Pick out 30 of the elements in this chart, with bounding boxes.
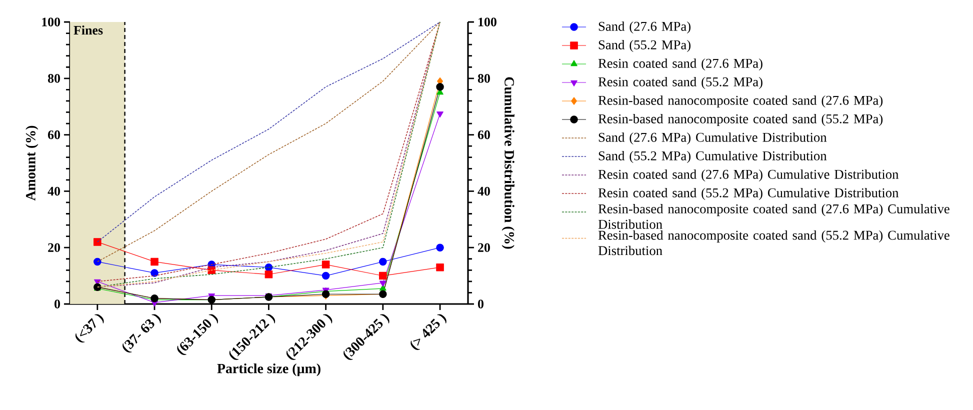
legend-label: Sand (55.2 MPa) [598, 40, 690, 52]
legend-label: Resin-based nanocomposite coated sand (55.2 MPa) [598, 114, 883, 126]
legend-label: Resin coated sand (27.6 MPa) [598, 58, 762, 71]
legend-label: Sand (27.6 MPa) [598, 21, 690, 34]
legend-label: Sand (55.2 MPa) Cumulative Distribution [598, 150, 827, 164]
y-tick-label: 20 [48, 243, 60, 252]
legend-label: Resin coated sand (55.2 MPa) Cumulative Distribution [598, 188, 899, 200]
y-tick-label: 80 [48, 74, 60, 83]
y2-axis-title: Cumulative Distribution (%) [502, 77, 514, 249]
y-tick-label: 100 [42, 18, 60, 26]
y2-tick-label: 40 [478, 186, 490, 196]
y-axis-title: Amount (%) [26, 126, 38, 201]
x-tick-label: (> 425 ) [410, 314, 446, 350]
y2-tick-label: 0 [478, 300, 484, 308]
y-tick-label: 40 [48, 186, 60, 196]
y2-tick-label: 20 [478, 243, 490, 252]
legend-label: Resin coated sand (55.2 MPa) [598, 76, 762, 90]
band-label: Fines [74, 26, 103, 35]
y2-tick-label: 100 [478, 18, 496, 26]
legend-label: Resin coated sand (27.6 MPa) Cumulative Distribution [598, 169, 899, 182]
legend-label: Resin-based nanocomposite coated sand (27.6 MPa) [598, 95, 883, 108]
x-axis-title: Particle size (µm) [217, 363, 320, 376]
y2-tick-label: 60 [478, 130, 490, 140]
legend-label: Resin-based nanocomposite coated sand (55.2 MPa) Cumulative Distribution [598, 230, 950, 256]
y-tick-label: 60 [48, 130, 60, 140]
y2-tick-label: 80 [478, 74, 490, 83]
legend-label: Sand (27.6 MPa) Cumulative Distribution [598, 132, 827, 145]
legend-label: Resin-based nanocomposite coated sand (27.6 MPa) Cumulative Distribution [598, 204, 950, 229]
y-tick-label: 0 [54, 300, 60, 308]
x-tick-label: (37- 63 ) [122, 314, 161, 353]
